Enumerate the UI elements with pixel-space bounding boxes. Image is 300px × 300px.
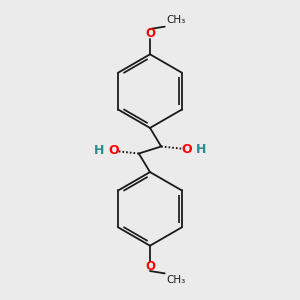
Text: O: O xyxy=(145,28,155,40)
Text: O: O xyxy=(182,143,192,156)
Text: CH₃: CH₃ xyxy=(166,275,185,285)
Text: O: O xyxy=(108,144,119,157)
Text: CH₃: CH₃ xyxy=(166,15,185,25)
Text: H: H xyxy=(196,143,206,156)
Text: O: O xyxy=(145,260,155,272)
Text: H: H xyxy=(94,144,104,157)
